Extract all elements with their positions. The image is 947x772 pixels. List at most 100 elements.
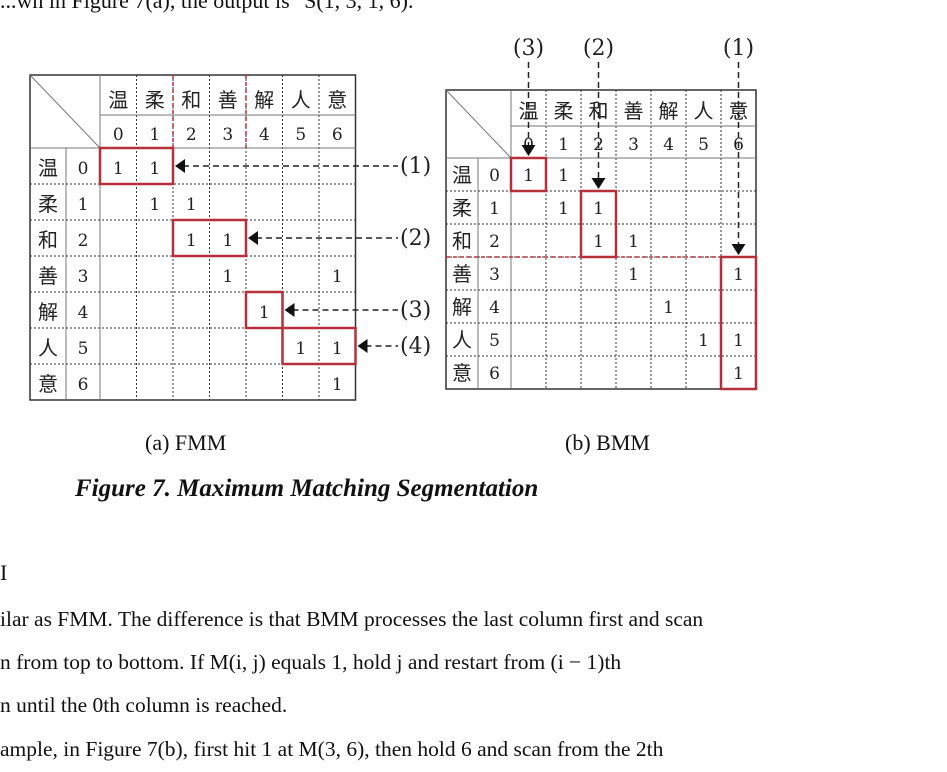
figure-bmm: 温0温0柔1柔1和2和2善3善3解4解4人5人5意6意6111111111111… [445,36,758,391]
bmm-cell-value: 1 [628,232,639,252]
bmm-pointer-label: (3) [513,36,544,61]
fmm-col-char: 善 [218,88,238,112]
fmm-arrowhead [248,231,258,245]
fmm-col-char: 和 [181,88,201,112]
fmm-cell-value: 1 [186,195,197,215]
fmm-row-char: 温 [38,156,58,180]
bmm-highlight-box [719,255,758,391]
bmm-cell-value: 1 [698,331,709,351]
bmm-row-char: 善 [452,262,472,286]
fmm-col-char: 温 [108,88,128,112]
fmm-highlight-box [281,326,357,366]
bmm-row-index: 4 [489,298,500,318]
bmm-row-index: 0 [489,166,500,186]
fmm-row-index: 0 [78,159,89,179]
bmm-arrowhead [521,145,536,156]
fmm-col-index: 5 [295,125,306,145]
bmm-highlight-box [509,156,548,193]
fmm-col-index: 4 [259,125,270,145]
fmm-col-index: 6 [332,125,343,145]
fmm-col-index: 3 [222,125,233,145]
fmm-cell-value: 1 [149,159,160,179]
bmm-highlight-box [579,189,618,259]
fmm-highlight-box [244,290,284,330]
bmm-row-index: 2 [489,232,500,252]
fmm-col-index: 2 [186,125,197,145]
bmm-row-index: 6 [489,364,500,384]
fmm-cell-value: 1 [222,267,233,287]
bmm-col-char: 解 [659,99,679,123]
bmm-cell-value: 1 [593,232,604,252]
fmm-cell-value: 1 [295,339,306,359]
bmm-cell-value: 1 [733,331,744,351]
bmm-cell-value: 1 [558,199,569,219]
fmm-row-index: 3 [78,267,89,287]
bmm-row-index: 5 [489,331,500,351]
fmm-cell-value: 1 [186,231,197,251]
figure-title: Figure 7. Maximum Matching Segmentation [75,475,539,502]
bmm-row-char: 解 [452,295,472,319]
bmm-row-index: 3 [489,265,500,285]
caption-fmm: (a) FMM [145,430,227,455]
bmm-cell-value: 1 [628,265,639,285]
fmm-pointers: (1) (2) (3) (4) [175,154,431,359]
bmm-row-char: 意 [452,361,472,385]
bmm-arrowhead [731,244,746,255]
fmm-pointer-label: (2) [400,226,431,251]
bmm-cell-value: 1 [733,364,744,384]
fmm-cell-value: 1 [259,303,270,323]
fmm-cell-value: 1 [149,195,160,215]
bmm-corner-diagonal [445,89,512,159]
fmm-row-index: 6 [78,375,89,395]
top-text-line: ...wn in Figure 7(a), the output is "S(1… [0,0,423,13]
bmm-row-char: 温 [452,163,472,187]
bmm-arrowhead [591,178,606,189]
fmm-row-index: 1 [78,195,89,215]
fmm-row-char: 和 [38,228,58,252]
fmm-arrowhead [175,159,185,173]
fmm-col-index: 0 [113,125,124,145]
bmm-col-char: 和 [589,99,609,123]
paragraph-line-2: n from top to bottom. If M(i, j) equals … [0,650,622,674]
bmm-pointer-label: (1) [723,36,754,61]
fmm-row-index: 5 [78,339,89,359]
fmm-row-char: 解 [38,300,58,324]
fmm-cell-value: 1 [222,231,233,251]
fmm-col-char: 人 [291,88,311,112]
fmm-col-char: 意 [327,88,347,112]
bmm-pointer-label: (2) [583,36,614,61]
bmm-col-char: 善 [624,99,644,123]
bmm-cell-value: 1 [593,199,604,219]
fmm-row-char: 意 [38,372,58,396]
fmm-highlight-box [171,218,248,258]
fmm-cell-value: 1 [332,375,343,395]
bmm-row-char: 和 [452,229,472,253]
fmm-col-index: 1 [149,125,160,145]
fmm-cell-value: 1 [113,159,124,179]
bmm-cell-value: 1 [558,166,569,186]
fmm-row-char: 人 [38,336,58,360]
fmm-highlight-box [98,146,175,186]
fmm-pointer-label: (4) [400,334,431,359]
bmm-col-char: 意 [729,99,749,123]
paragraph-line-1: ilar as FMM. The difference is that BMM … [0,607,704,631]
bmm-row-index: 1 [489,199,500,219]
fmm-row-char: 善 [38,264,58,288]
section-heading: I [0,560,8,585]
fmm-cell-value: 1 [332,339,343,359]
bmm-col-index: 5 [698,135,709,155]
fmm-col-char: 柔 [145,88,165,112]
bmm-col-index: 3 [628,135,639,155]
paragraph-line-3: n until the 0th column is reached. [0,693,288,717]
bmm-pointers: (3) (2) (1) [513,36,754,255]
paragraph-line-4: ample, in Figure 7(b), first hit 1 at M(… [0,737,664,761]
bmm-col-char: 温 [519,99,539,123]
bmm-row-char: 柔 [452,196,472,220]
bmm-col-char: 柔 [554,99,574,123]
fmm-arrowhead [357,339,368,353]
caption-bmm: (b) BMM [565,430,650,455]
fmm-row-char: 柔 [38,192,58,216]
